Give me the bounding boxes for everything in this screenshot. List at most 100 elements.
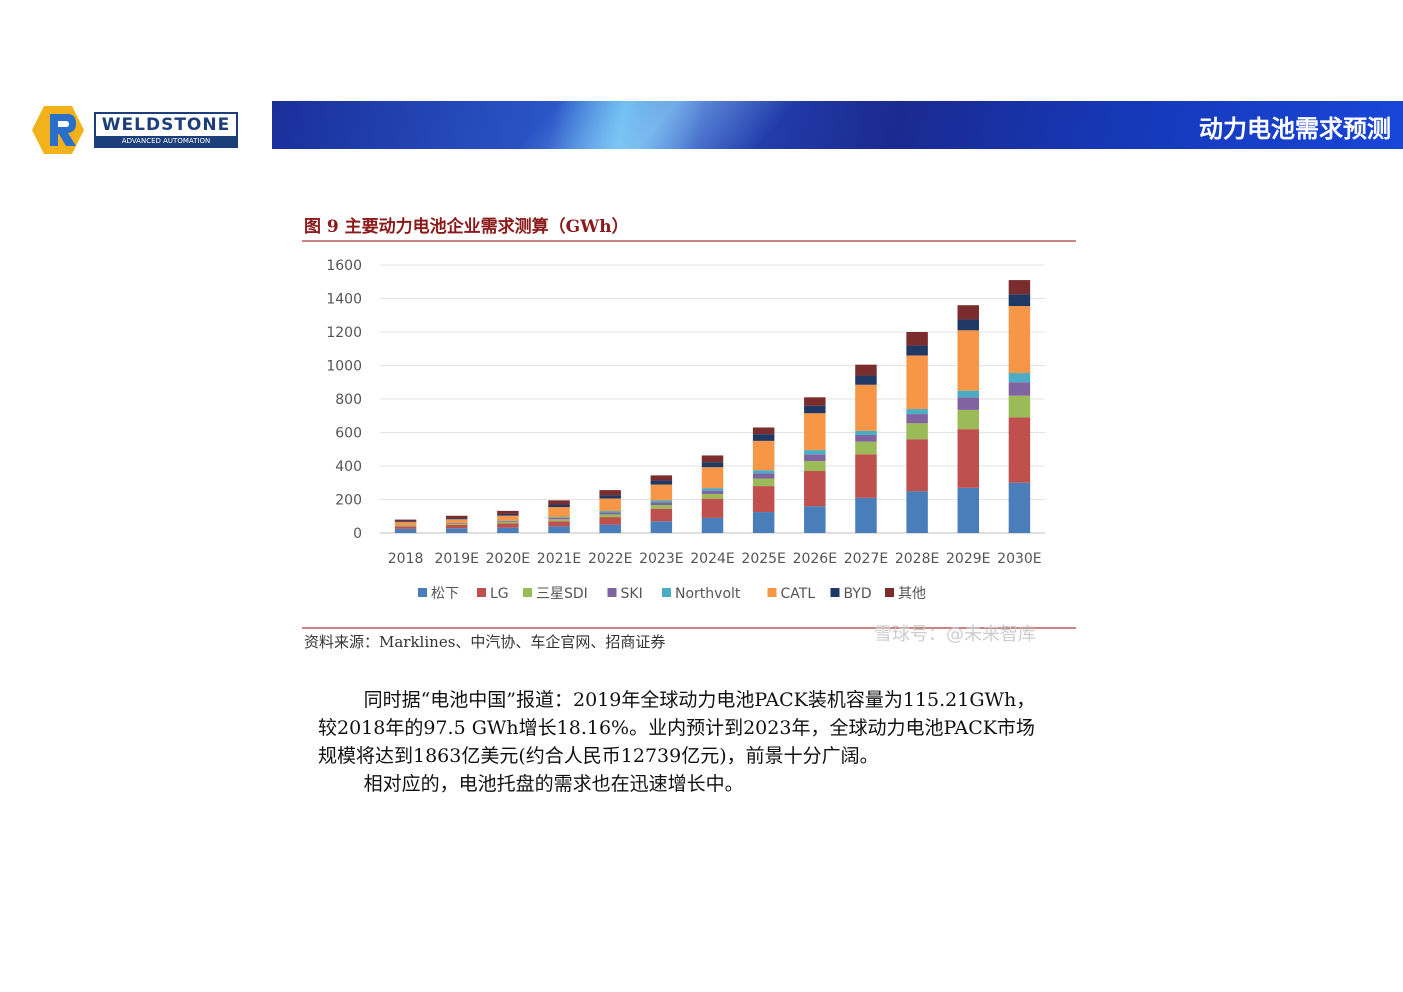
y-tick-label: 1400: [326, 292, 362, 308]
bar-segment: [804, 413, 826, 451]
legend-swatch: [885, 588, 894, 597]
bar-segment: [906, 491, 928, 533]
bar-segment: [855, 441, 877, 455]
bar-segment: [1008, 395, 1031, 418]
bar-segment: [548, 517, 570, 520]
bar-segment: [599, 514, 621, 518]
bar-segment: [394, 525, 417, 527]
bar-segment: [394, 528, 417, 533]
bar-segment: [752, 478, 775, 487]
weldstone-r-icon: [32, 106, 84, 154]
bar-segment: [957, 487, 980, 533]
bar-segment: [599, 524, 621, 533]
bar-segment: [650, 484, 673, 501]
bar-segment: [445, 523, 468, 525]
x-tick-label: 2026E: [793, 551, 837, 567]
logo-subtitle: ADVANCED AUTOMATION: [96, 136, 236, 146]
stacked-bar-chart: 图 9 主要动力电池企业需求测算（GWh） 0 200 400 600 800 1000 1…: [302, 216, 1076, 651]
bar-segment: [701, 488, 724, 491]
bar-segment: [855, 430, 877, 436]
bar-segment: [650, 508, 673, 522]
bar-segment: [548, 519, 570, 522]
bar-segment: [906, 414, 928, 424]
x-tick-label: 2020E: [486, 551, 530, 567]
x-tick-label: 2030E: [997, 551, 1041, 567]
bar-segment: [855, 454, 877, 498]
bar-segment: [906, 345, 928, 356]
bar-segment: [957, 409, 980, 430]
chart-figure: 图 9 主要动力电池企业需求测算（GWh） 0 200 400 600 800 1000 1…: [300, 208, 1090, 658]
bar-segment: [957, 397, 980, 410]
bar-segment: [1008, 373, 1031, 383]
bar-segment: [957, 319, 980, 331]
bar-segment: [548, 504, 570, 508]
x-tick-label: 2028E: [895, 551, 939, 567]
bar-segment: [599, 490, 621, 496]
x-tick-label: 2025E: [741, 551, 785, 567]
bar-segment: [752, 473, 775, 479]
bar-segment: [906, 423, 928, 440]
y-tick-label: 800: [335, 392, 362, 408]
legend-swatch: [830, 588, 840, 597]
logo-name: WELDSTONE: [101, 115, 231, 135]
bar-segment: [1008, 482, 1031, 533]
bar-segment: [855, 384, 877, 431]
bar-segment: [701, 498, 724, 518]
figure-source: 资料来源：Marklines、中汽协、车企官网、招商证券: [304, 633, 665, 651]
bar-segment: [1008, 306, 1031, 374]
bar-segment: [650, 505, 673, 509]
body-paragraph-1: 同时据“电池中国”报道：2019年全球动力电池PACK装机容量为115.21GW…: [318, 689, 1036, 767]
bar-segment: [548, 500, 570, 505]
legend-label: Northvolt: [675, 586, 741, 602]
body-paragraph-2: 相对应的，电池托盘的需求也在迅速增长中。: [363, 773, 744, 795]
bar-segment: [855, 435, 877, 442]
bar-segment: [804, 460, 826, 472]
y-tick-label: 1200: [326, 325, 362, 341]
legend-swatch: [523, 588, 532, 597]
bar-segment: [445, 518, 468, 520]
bar-segment: [1008, 294, 1031, 307]
bar-segment: [752, 512, 775, 533]
bar-segment: [752, 434, 775, 441]
bar-segment: [548, 507, 570, 518]
bar-segment: [701, 493, 724, 499]
bar-segment: [394, 521, 417, 523]
header-banner: 动力电池需求预测: [272, 101, 1403, 149]
bar-segment: [497, 521, 519, 524]
bar-segment: [548, 517, 570, 518]
bar-segment: [548, 521, 570, 527]
header-light-streak: [498, 101, 806, 149]
bar-segment: [445, 528, 468, 533]
bar-segment: [650, 521, 673, 533]
bar-segment: [599, 498, 621, 512]
bar-segment: [394, 519, 417, 522]
bar-segment: [394, 522, 417, 526]
bar-segment: [957, 330, 980, 391]
bar-segment: [957, 305, 980, 320]
bar-segment: [855, 364, 877, 376]
bar-segment: [650, 500, 673, 503]
bar-segment: [701, 462, 724, 468]
bar-segment: [497, 510, 519, 514]
y-tick-label: 1000: [326, 359, 362, 375]
bar-segment: [497, 515, 519, 521]
x-axis-ticks: 2018 2019E 2020E 2021E 2022E 2023E 2024E 2025E 2…: [388, 551, 1042, 567]
bar-segment: [804, 506, 826, 533]
bar-segment: [752, 470, 775, 474]
bar-segment: [1008, 417, 1031, 483]
bar-segment: [445, 522, 468, 524]
bar-segment: [906, 332, 928, 346]
y-tick-label: 1600: [326, 258, 362, 274]
bar-segment: [599, 495, 621, 499]
bar-segment: [548, 526, 570, 533]
legend: 松下 LG 三星SDI SKI Northvolt CATL BYD 其他: [418, 586, 926, 602]
logo: WELDSTONE ADVANCED AUTOMATION: [28, 104, 242, 156]
bar-segment: [1008, 382, 1031, 396]
bar-segment: [906, 439, 928, 492]
y-tick-label: 200: [335, 493, 362, 509]
bar-segment: [650, 475, 673, 481]
bar-segment: [1008, 280, 1031, 295]
y-tick-label: 600: [335, 426, 362, 442]
y-tick-label: 400: [335, 459, 362, 475]
gridlines: [380, 264, 1045, 534]
